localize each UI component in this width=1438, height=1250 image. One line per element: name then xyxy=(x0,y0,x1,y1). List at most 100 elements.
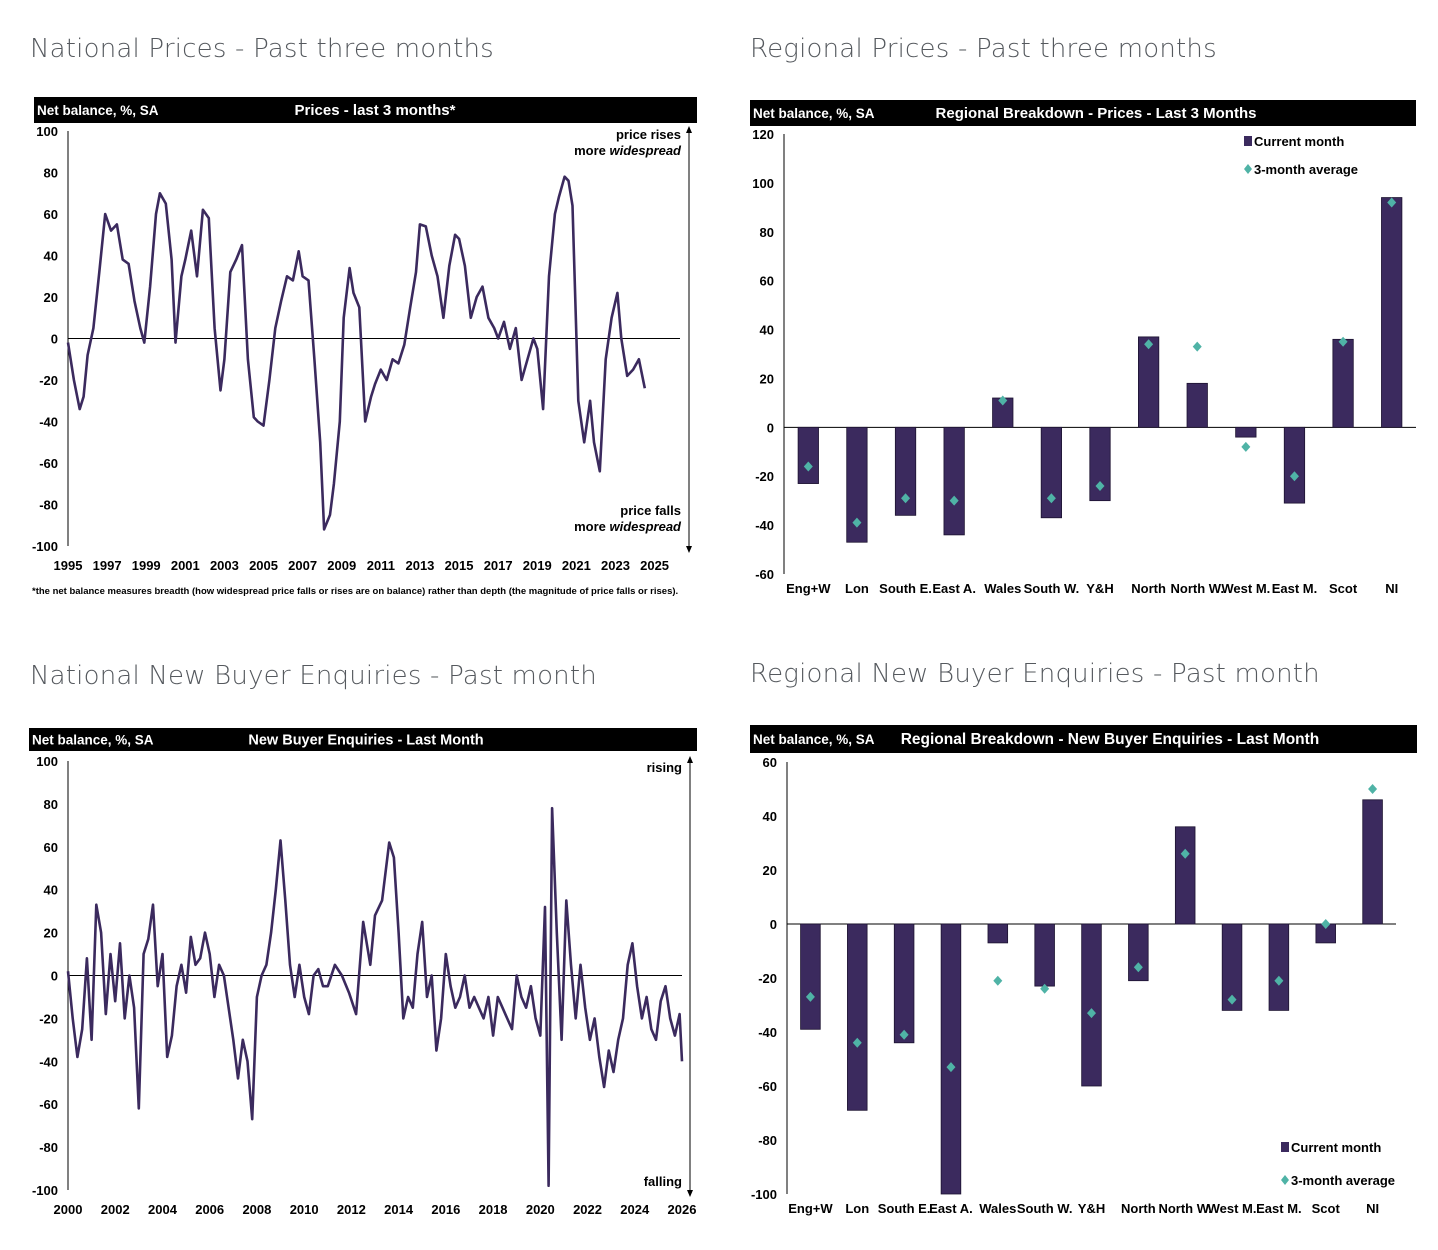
marker-3-month-average xyxy=(805,991,815,1002)
bar-current-month xyxy=(1034,923,1055,987)
chart-title: Prices - last 3 months* xyxy=(295,102,456,119)
y-tick-label: 60 xyxy=(44,207,58,222)
arrow-up-icon xyxy=(686,126,692,133)
marker-3-month-average xyxy=(1192,341,1202,352)
chart-national_prices: Net balance, %, SA Prices - last 3 months… xyxy=(32,97,697,597)
chart-footnote: *the net balance measures breadth (how w… xyxy=(32,586,678,597)
chart-title: Regional Breakdown - Prices - Last 3 Mon… xyxy=(936,105,1257,122)
chart-header-bar xyxy=(29,728,697,751)
section-title-regional-enquiries: Regional New Buyer Enquiries - Past mont… xyxy=(750,659,1320,689)
legend-current-month-label: Current month xyxy=(1254,134,1344,149)
x-category-label: Eng+W xyxy=(788,1201,833,1216)
x-tick-label: 2018 xyxy=(479,1202,508,1217)
marker-3-month-average xyxy=(1241,441,1251,452)
y-tick-label: -80 xyxy=(758,1133,777,1148)
y-tick-label: -100 xyxy=(32,1183,58,1198)
y-tick-label: 80 xyxy=(760,225,774,240)
chart-title: Regional Breakdown - New Buyer Enquiries… xyxy=(901,731,1320,748)
y-tick-label: 120 xyxy=(752,127,774,142)
y-tick-label: -100 xyxy=(32,539,58,554)
y-tick-label: -40 xyxy=(39,415,58,430)
x-tick-label: 2024 xyxy=(620,1202,650,1217)
annotation-bottom-line1: price falls xyxy=(620,503,681,518)
y-tick-label: -60 xyxy=(39,1097,58,1112)
x-tick-label: 1999 xyxy=(132,558,161,573)
series-line xyxy=(66,175,647,531)
x-category-label: South W. xyxy=(1024,581,1080,596)
legend-3-month-average-label: 3-month average xyxy=(1291,1173,1395,1188)
y-tick-label: -80 xyxy=(39,498,58,513)
bar-current-month xyxy=(1332,338,1354,428)
section-title-national-prices: National Prices - Past three months xyxy=(30,34,494,64)
y-tick-label: 100 xyxy=(36,124,58,139)
x-category-label: NI xyxy=(1385,581,1398,596)
chart-header-bar xyxy=(34,97,697,123)
bar-current-month xyxy=(1362,799,1383,925)
x-tick-label: 2007 xyxy=(288,558,317,573)
bar-current-month xyxy=(940,923,962,1195)
section-title-regional-prices: Regional Prices - Past three months xyxy=(750,34,1217,64)
bar-current-month xyxy=(987,923,1009,944)
chart-header-unit: Net balance, %, SA xyxy=(37,103,159,118)
x-category-label: Y&H xyxy=(1086,581,1113,596)
marker-3-month-average xyxy=(1321,919,1331,929)
y-tick-label: 60 xyxy=(760,274,774,289)
x-tick-label: 2026 xyxy=(668,1202,697,1217)
y-tick-label: 80 xyxy=(44,166,58,181)
marker-3-month-average xyxy=(1095,481,1105,491)
y-tick-label: 20 xyxy=(760,371,774,386)
x-tick-label: 2025 xyxy=(640,558,669,573)
bar-current-month xyxy=(1081,923,1102,1087)
y-tick-label: 0 xyxy=(770,917,777,932)
y-tick-label: -60 xyxy=(39,456,58,471)
x-category-label: East A. xyxy=(929,1201,973,1216)
marker-3-month-average xyxy=(1087,1008,1096,1019)
x-category-label: South E. xyxy=(878,1201,931,1216)
marker-3-month-average xyxy=(1387,197,1397,208)
x-tick-label: 2021 xyxy=(562,558,591,573)
x-tick-label: 2023 xyxy=(601,558,630,573)
x-category-label: East A. xyxy=(932,581,976,596)
x-category-label: West M. xyxy=(1221,581,1270,596)
chart-header-bar xyxy=(750,725,1417,753)
marker-3-month-average xyxy=(899,1029,909,1040)
bar-current-month xyxy=(847,923,868,1111)
y-tick-label: -20 xyxy=(39,1011,58,1026)
chart-header-bar xyxy=(750,100,1416,126)
x-tick-label: 2003 xyxy=(210,558,239,573)
x-tick-label: 2012 xyxy=(337,1202,366,1217)
legend-3-month-average-label: 3-month average xyxy=(1254,162,1358,177)
y-tick-label: 0 xyxy=(767,420,774,435)
bar-current-month xyxy=(894,426,917,516)
y-tick-label: 40 xyxy=(44,883,58,898)
x-category-label: NI xyxy=(1366,1201,1379,1216)
legend-3-month-average-marker xyxy=(1281,1175,1289,1185)
section-title-national-enquiries: National New Buyer Enquiries - Past mont… xyxy=(30,661,597,691)
x-category-label: South W. xyxy=(1017,1201,1073,1216)
x-tick-label: 1997 xyxy=(93,558,122,573)
marker-3-month-average xyxy=(1040,983,1050,994)
x-category-label: Wales xyxy=(979,1201,1016,1216)
x-tick-label: 1995 xyxy=(54,558,83,573)
legend-current-month-swatch xyxy=(1244,136,1252,146)
x-tick-label: 2006 xyxy=(195,1202,224,1217)
x-tick-label: 2004 xyxy=(148,1202,178,1217)
x-category-label: North W. xyxy=(1171,581,1224,596)
chart-regional_enquiries: Net balance, %, SA Regional Breakdown - N… xyxy=(750,725,1417,1216)
x-category-label: Scot xyxy=(1329,581,1358,596)
annotation-top-emphasis: widespread xyxy=(609,143,682,158)
arrow-up-icon xyxy=(687,756,693,763)
marker-3-month-average xyxy=(1289,471,1299,482)
marker-3-month-average xyxy=(1227,994,1237,1005)
marker-3-month-average xyxy=(993,975,1003,986)
marker-3-month-average xyxy=(1180,848,1190,859)
y-tick-label: -40 xyxy=(39,1054,58,1069)
x-category-label: North W. xyxy=(1158,1201,1211,1216)
marker-3-month-average xyxy=(803,461,813,472)
x-tick-label: 2020 xyxy=(526,1202,555,1217)
y-tick-label: -80 xyxy=(39,1140,58,1155)
marker-3-month-average xyxy=(1144,339,1154,350)
marker-3-month-average xyxy=(946,1062,956,1073)
bar-current-month xyxy=(1235,426,1257,438)
annotation-bottom-emphasis: widespread xyxy=(609,519,682,534)
